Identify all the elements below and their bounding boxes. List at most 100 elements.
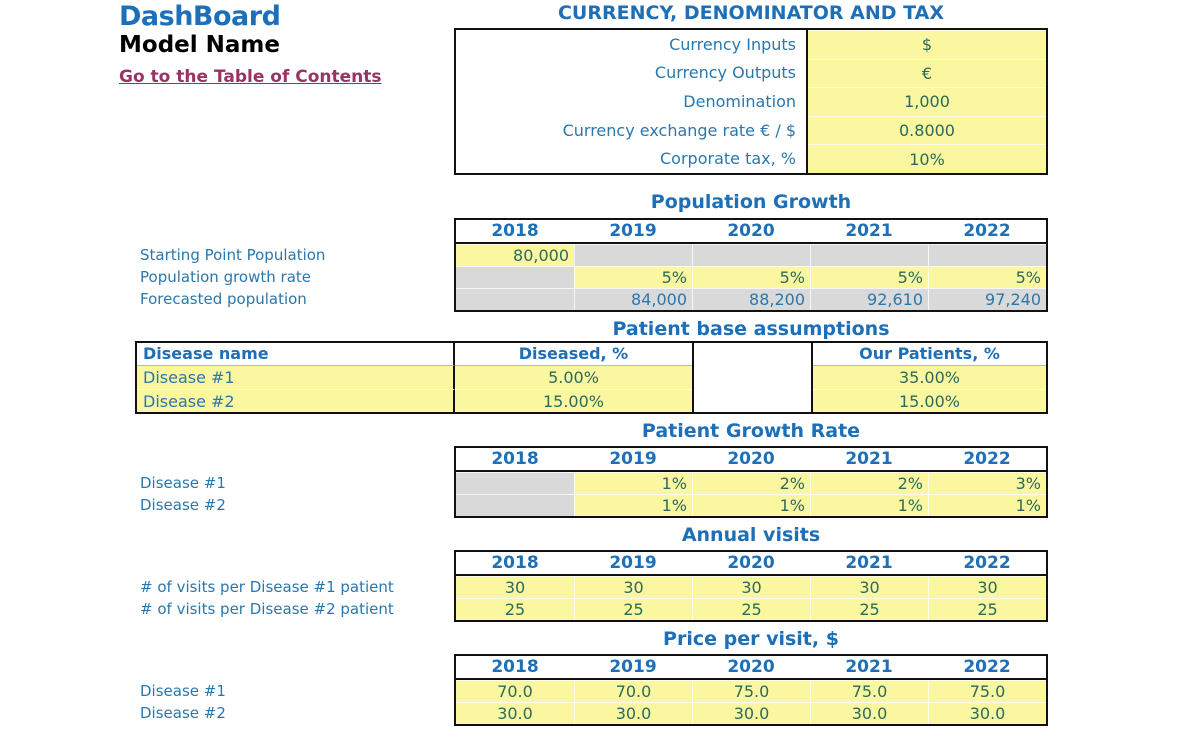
currency-row-label: Currency exchange rate € / $ — [456, 115, 808, 145]
year-header: 2022 — [963, 449, 1011, 469]
row-label: Starting Point Population — [140, 246, 326, 264]
grid-cell — [456, 288, 574, 310]
grid-cell[interactable]: 30.0 — [574, 702, 692, 724]
grid-cell[interactable]: 3% — [928, 472, 1046, 494]
grid-cell[interactable]: 30.0 — [692, 702, 810, 724]
currency-outputs-cell[interactable]: € — [808, 58, 1046, 88]
grid-cell: 92,610 — [810, 288, 928, 310]
grid-cell[interactable]: 75.0 — [810, 680, 928, 702]
grid-cell[interactable]: 5% — [810, 266, 928, 288]
year-header: 2019 — [609, 221, 657, 241]
grid-cell[interactable]: 70.0 — [456, 680, 574, 702]
patient-growth-rate-table: 2018 2019 2020 2021 2022 1% 2% 2% 3% 1% … — [454, 446, 1048, 518]
table-row: 30 30 30 30 30 — [456, 576, 1046, 598]
diseased-pct-cell[interactable]: 5.00% — [455, 366, 692, 389]
row-label: Disease #1 — [140, 474, 226, 492]
year-header: 2019 — [609, 553, 657, 573]
grid-cell[interactable]: 30 — [810, 576, 928, 598]
grid-cell[interactable]: 25 — [810, 598, 928, 620]
our-patients-pct-cell[interactable]: 35.00% — [813, 366, 1046, 389]
grid-cell: 97,240 — [928, 288, 1046, 310]
grid-cell[interactable]: 1% — [574, 472, 692, 494]
grid-cell[interactable]: 70.0 — [574, 680, 692, 702]
grid-cell[interactable]: 5% — [692, 266, 810, 288]
grid-cell[interactable]: 30 — [928, 576, 1046, 598]
grid-cell[interactable]: 30.0 — [928, 702, 1046, 724]
grid-cell[interactable]: 75.0 — [692, 680, 810, 702]
currency-row-label: Currency Inputs — [456, 30, 808, 59]
patient-base-table: Disease name Diseased, % Our Patients, %… — [135, 341, 1048, 414]
row-label: Disease #2 — [140, 704, 226, 722]
year-header: 2020 — [727, 449, 775, 469]
year-header: 2019 — [609, 449, 657, 469]
currency-inputs-cell[interactable]: $ — [808, 30, 1046, 59]
grid-cell[interactable]: 25 — [456, 598, 574, 620]
brand-block: DashBoard Model Name Go to the Table of … — [119, 1, 382, 87]
row-label: Forecasted population — [140, 290, 307, 308]
grid-cell — [456, 494, 574, 516]
app-title: DashBoard — [119, 1, 281, 32]
our-patients-pct-cell[interactable]: 15.00% — [813, 389, 1046, 412]
grid-cell[interactable]: 1% — [574, 494, 692, 516]
table-row: 1% 1% 1% 1% — [456, 494, 1046, 516]
annual-visits-table: 2018 2019 2020 2021 2022 30 30 30 30 30 … — [454, 550, 1048, 622]
table-of-contents-link[interactable]: Go to the Table of Contents — [119, 67, 382, 87]
currency-table: Currency Inputs Currency Outputs Denomin… — [454, 28, 1048, 175]
grid-cell[interactable]: 1% — [810, 494, 928, 516]
grid-cell[interactable]: 30 — [456, 576, 574, 598]
denomination-cell[interactable]: 1,000 — [808, 87, 1046, 116]
currency-row-label: Corporate tax, % — [456, 144, 808, 173]
grid-cell[interactable]: 5% — [574, 266, 692, 288]
column-header: Our Patients, % — [813, 343, 1046, 366]
row-label: Disease #2 — [140, 496, 226, 514]
price-per-visit-row-labels: Disease #1 Disease #2 — [140, 680, 452, 724]
grid-cell[interactable]: 30.0 — [810, 702, 928, 724]
annual-visits-section-title: Annual visits — [681, 524, 821, 546]
grid-cell[interactable]: 25 — [574, 598, 692, 620]
population-section-title: Population Growth — [650, 191, 852, 213]
year-header: 2021 — [845, 449, 893, 469]
grid-cell: 88,200 — [692, 288, 810, 310]
patient-growth-section-title: Patient Growth Rate — [641, 420, 861, 442]
table-row: 84,000 88,200 92,610 97,240 — [456, 288, 1046, 310]
grid-cell[interactable]: 25 — [692, 598, 810, 620]
year-header-row: 2018 2019 2020 2021 2022 — [456, 220, 1046, 244]
grid-cell: 84,000 — [574, 288, 692, 310]
grid-cell — [574, 244, 692, 266]
spacer-cell — [692, 343, 813, 412]
year-header: 2022 — [963, 553, 1011, 573]
year-header: 2021 — [845, 657, 893, 677]
grid-cell[interactable]: 30 — [692, 576, 810, 598]
year-header: 2018 — [491, 553, 539, 573]
grid-cell[interactable]: 30.0 — [456, 702, 574, 724]
corporate-tax-cell[interactable]: 10% — [808, 144, 1046, 173]
grid-cell[interactable]: 5% — [928, 266, 1046, 288]
year-header: 2018 — [491, 449, 539, 469]
price-per-visit-table: 2018 2019 2020 2021 2022 70.0 70.0 75.0 … — [454, 654, 1048, 726]
grid-cell — [810, 244, 928, 266]
table-row: 5% 5% 5% 5% — [456, 266, 1046, 288]
annual-visits-row-labels: # of visits per Disease #1 patient # of … — [140, 576, 452, 620]
column-header: Disease name — [137, 343, 455, 366]
exchange-rate-cell[interactable]: 0.8000 — [808, 115, 1046, 145]
grid-cell[interactable]: 25 — [928, 598, 1046, 620]
price-per-visit-section-title: Price per visit, $ — [663, 628, 839, 650]
year-header: 2019 — [609, 657, 657, 677]
grid-cell[interactable]: 2% — [692, 472, 810, 494]
grid-cell — [692, 244, 810, 266]
grid-cell — [456, 472, 574, 494]
grid-cell — [928, 244, 1046, 266]
disease-name-cell[interactable]: Disease #1 — [137, 366, 455, 389]
grid-cell[interactable]: 1% — [692, 494, 810, 516]
row-label: # of visits per Disease #2 patient — [140, 600, 394, 618]
column-header: Diseased, % — [455, 343, 692, 366]
grid-cell[interactable]: 75.0 — [928, 680, 1046, 702]
grid-cell[interactable]: 1% — [928, 494, 1046, 516]
diseased-pct-cell[interactable]: 15.00% — [455, 389, 692, 412]
grid-cell[interactable]: 30 — [574, 576, 692, 598]
grid-cell[interactable]: 2% — [810, 472, 928, 494]
population-growth-table: 2018 2019 2020 2021 2022 80,000 5% 5% 5%… — [454, 218, 1048, 312]
disease-name-cell[interactable]: Disease #2 — [137, 389, 455, 412]
grid-cell[interactable]: 80,000 — [456, 244, 574, 266]
